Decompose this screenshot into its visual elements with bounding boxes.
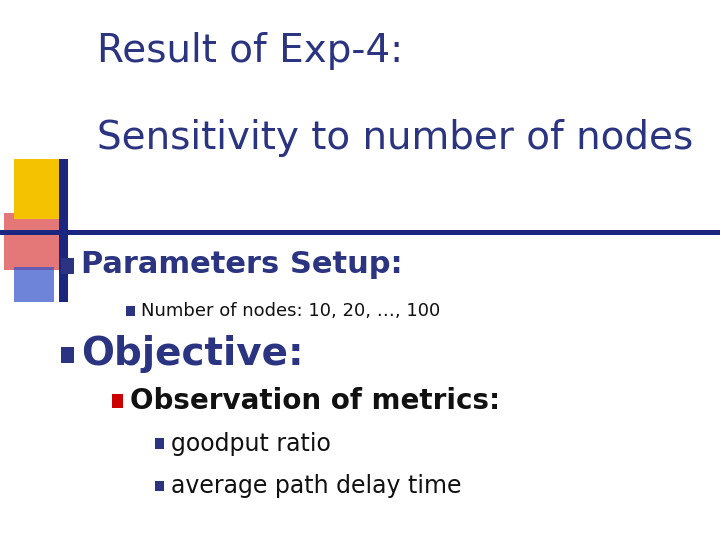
Bar [61,347,74,363]
Bar [0,230,720,235]
Bar [61,258,74,274]
Text: Parameters Setup:: Parameters Setup: [81,250,402,279]
Text: Result of Exp-4:: Result of Exp-4: [97,32,403,70]
Text: Number of nodes: 10, 20, …, 100: Number of nodes: 10, 20, …, 100 [141,302,441,320]
Bar [112,394,123,408]
Text: goodput ratio: goodput ratio [171,432,331,456]
Bar [59,159,68,302]
Bar [126,306,135,316]
Text: Sensitivity to number of nodes: Sensitivity to number of nodes [97,119,693,157]
Bar [14,159,65,219]
Text: average path delay time: average path delay time [171,474,462,498]
Bar [14,267,54,302]
Bar [155,438,164,449]
FancyBboxPatch shape [4,213,65,270]
Text: Observation of metrics:: Observation of metrics: [130,387,500,415]
Text: Objective:: Objective: [81,335,303,373]
Bar [155,481,164,491]
